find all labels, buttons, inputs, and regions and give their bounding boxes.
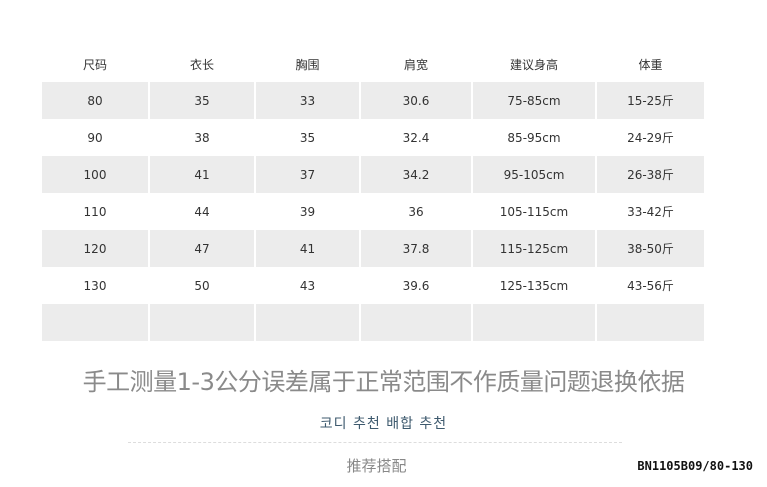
table-cell: 32.4 (359, 119, 472, 156)
table-cell (148, 304, 255, 341)
column-header: 建议身高 (471, 46, 596, 82)
table-cell: 26-38斤 (595, 156, 704, 193)
table-cell (595, 304, 704, 341)
table-cell: 34.2 (359, 156, 472, 193)
table-cell: 39 (254, 193, 360, 230)
table-cell: 130 (40, 267, 149, 304)
table-cell: 110 (40, 193, 149, 230)
table-cell: 95-105cm (471, 156, 596, 193)
table-cell (359, 304, 472, 341)
table-row: 130 50 43 39.6 125-135cm 43-56斤 (40, 267, 704, 304)
table-row: 90 38 35 32.4 85-95cm 24-29斤 (40, 119, 704, 156)
table-cell: 43 (254, 267, 360, 304)
table-cell (254, 304, 360, 341)
table-cell: 41 (148, 156, 255, 193)
table-cell: 33 (254, 82, 360, 119)
table-cell: 105-115cm (471, 193, 596, 230)
table-cell: 37 (254, 156, 360, 193)
table-cell: 44 (148, 193, 255, 230)
table-cell: 30.6 (359, 82, 472, 119)
column-header: 胸围 (254, 46, 360, 82)
table-cell: 35 (254, 119, 360, 156)
table-cell: 24-29斤 (595, 119, 704, 156)
table-row: 110 44 39 36 105-115cm 33-42斤 (40, 193, 704, 230)
table-cell: 35 (148, 82, 255, 119)
table-cell: 39.6 (359, 267, 472, 304)
table-cell: 80 (40, 82, 149, 119)
table-cell: 36 (359, 193, 472, 230)
size-chart-table: 尺码 衣长 胸围 肩宽 建议身高 体重 80 35 33 30.6 75-85cm 15-25斤 90… (40, 46, 704, 341)
measurement-note: 手工测量1-3公分误差属于正常范围不作质量问题退换依据 (82, 368, 685, 396)
table-cell: 41 (254, 230, 360, 267)
table-cell: 115-125cm (471, 230, 596, 267)
table-cell: 38 (148, 119, 255, 156)
column-header: 肩宽 (359, 46, 472, 82)
table-cell: 15-25斤 (595, 82, 704, 119)
table-row: 100 41 37 34.2 95-105cm 26-38斤 (40, 156, 704, 193)
column-header: 衣长 (148, 46, 255, 82)
column-header: 体重 (595, 46, 704, 82)
table-cell: 38-50斤 (595, 230, 704, 267)
divider (128, 442, 622, 443)
table-cell: 47 (148, 230, 255, 267)
table-cell (40, 304, 149, 341)
table-cell: 50 (148, 267, 255, 304)
table-cell: 125-135cm (471, 267, 596, 304)
table-cell: 120 (40, 230, 149, 267)
table-cell: 43-56斤 (595, 267, 704, 304)
table-cell: 90 (40, 119, 149, 156)
table-row: 80 35 33 30.6 75-85cm 15-25斤 (40, 82, 704, 119)
column-header: 尺码 (40, 46, 149, 82)
recommend-heading: 推荐搭配 (346, 457, 407, 475)
table-row (40, 304, 704, 341)
table-cell: 37.8 (359, 230, 472, 267)
table-cell: 85-95cm (471, 119, 596, 156)
table-cell: 100 (40, 156, 149, 193)
table-row: 120 47 41 37.8 115-125cm 38-50斤 (40, 230, 704, 267)
table-cell: 33-42斤 (595, 193, 704, 230)
product-code: BN1105B09/80-130 (637, 459, 753, 473)
table-header-row: 尺码 衣长 胸围 肩宽 建议身高 体重 (40, 46, 704, 82)
korean-heading: 코디 추천 배합 추천 (319, 416, 448, 432)
table-cell: 75-85cm (471, 82, 596, 119)
table-cell (471, 304, 596, 341)
